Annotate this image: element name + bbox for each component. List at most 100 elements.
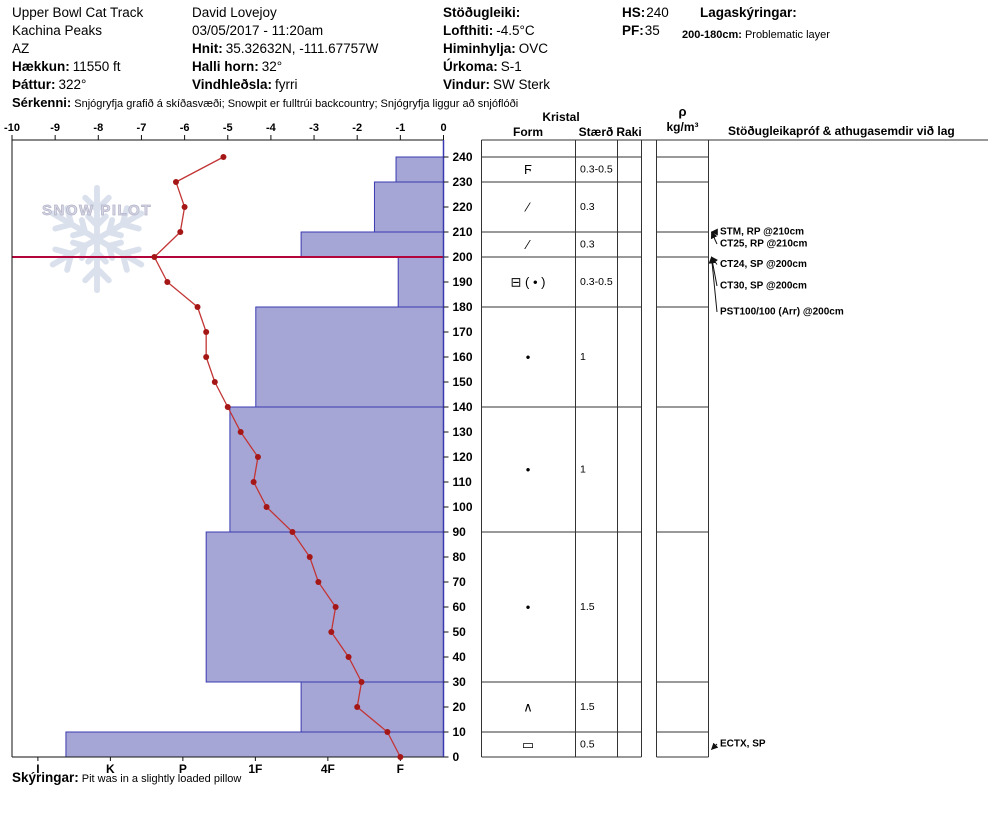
test-annotation: CT30, SP @200cm (720, 281, 807, 292)
weather-column: Stöðugleiki: Lofthiti: -4.5°C Himinhylja:… (443, 4, 550, 94)
tests-column-header: Stöðugleikapróf & athugasemdir við lag (728, 124, 955, 138)
depth-tick-label: 160 (453, 350, 473, 364)
depth-tick-label: 80 (453, 550, 467, 564)
special-text: Snjógryfja grafið á skíðasvæði; Snowpit … (74, 98, 519, 110)
coords-label: Hnit: (192, 41, 223, 56)
pf-row: PF:35 (622, 22, 669, 40)
temp-tick-label: -2 (352, 122, 362, 134)
depth-tick-label: 0 (453, 750, 460, 764)
depth-tick-label: 130 (453, 425, 473, 439)
special-label: Sérkenni: (12, 95, 72, 110)
layer-bar (229, 406, 444, 533)
pf-label: PF: (622, 23, 644, 38)
test-arrow (711, 742, 719, 750)
depth-tick-label: 150 (453, 375, 473, 389)
aspect-value: 322° (58, 77, 87, 92)
density-header-symbol: ρ (678, 104, 687, 119)
layer-note-range: 200-180cm: (682, 29, 742, 41)
snowflake-icon (38, 184, 156, 298)
layer-bar (373, 181, 444, 233)
temperature-point (172, 179, 179, 185)
depth-tick-label: 210 (453, 225, 473, 239)
temperature-point (211, 379, 218, 385)
depth-tick-label: 190 (453, 275, 473, 289)
air-temp-value: -4.5°C (496, 23, 535, 38)
crystal-size: 1.5 (580, 701, 595, 713)
temp-tick-label: 0 (440, 122, 446, 134)
depth-tick-label: 20 (453, 700, 467, 714)
aspect-label: Þáttur: (12, 77, 56, 92)
hardness-label: I (36, 762, 39, 776)
crystal-size: 0.3 (580, 239, 595, 251)
temp-tick-label: -3 (309, 122, 319, 134)
crystal-size: 1 (580, 351, 586, 363)
hs-value: 240 (646, 5, 669, 20)
crystal-form-rounds: • (526, 350, 531, 365)
temp-tick-label: -8 (93, 122, 103, 134)
temperature-point (177, 229, 184, 235)
observation-datetime: 03/05/2017 - 11:20am (192, 23, 324, 38)
hardness-label: K (106, 762, 115, 776)
state: AZ (12, 41, 30, 56)
pf-value: 35 (644, 23, 660, 38)
layer-bar (65, 731, 444, 758)
depth-tick-label: 170 (453, 325, 473, 339)
crystal-size: 1 (580, 464, 586, 476)
pit-name: Upper Bowl Cat Track (12, 5, 144, 20)
test-annotation: CT24, SP @200cm (720, 259, 807, 270)
temperature-point (220, 154, 227, 160)
layer-bar (205, 531, 444, 683)
totals-column: HS:240 PF:35 (622, 4, 669, 40)
crystal-group-header: Kristal (542, 110, 580, 124)
crystal-form-facet-round-mix: ⊟ ( • ) (511, 275, 546, 290)
size-column-header: Stærð (578, 125, 614, 139)
temperature-point (354, 704, 361, 710)
crystal-form-depth-hoar: ∧ (523, 700, 533, 715)
temperature-point (164, 279, 171, 285)
watermark-text: SNOW PILOT (42, 202, 152, 220)
elevation-row: Hækkun: 11550 ft (12, 58, 143, 76)
depth-tick-label: 10 (453, 725, 467, 739)
depth-tick-label: 50 (453, 625, 467, 639)
layer-notes-label: Lagaskýringar: (700, 5, 797, 20)
precip-label: Úrkoma: (443, 59, 498, 74)
aspect-row: Þáttur: 322° (12, 76, 143, 94)
depth-tick-label: 40 (453, 650, 467, 664)
depth-tick-label: 230 (453, 175, 473, 189)
site-info-column: Upper Bowl Cat Track Kachina Peaks AZ Hæ… (12, 4, 143, 94)
temperature-point (345, 654, 352, 660)
hs-row: HS:240 (622, 4, 669, 22)
comments-text: Pit was in a slightly loaded pillow (81, 773, 242, 785)
comments-label: Skýringar: (12, 770, 79, 785)
layer-bar (255, 306, 444, 408)
slope-value: 32° (261, 59, 283, 74)
temperature-point (254, 454, 261, 460)
wind-loading-row: Vindhleðsla: fyrri (192, 76, 378, 94)
crystal-form-new-snow: Ϝ (524, 162, 532, 177)
precip-value: S-1 (500, 59, 522, 74)
test-annotation: ECTX, SP (720, 739, 766, 750)
layer-bar (397, 256, 445, 308)
hardness-label: 1F (248, 762, 262, 776)
mountain-range: Kachina Peaks (12, 23, 103, 38)
wind-label: Vindur: (443, 77, 490, 92)
sky-row: Himinhylja: OVC (443, 40, 550, 58)
depth-tick-label: 100 (453, 500, 473, 514)
form-column-header: Form (513, 125, 543, 139)
density-header-units: kg/m³ (666, 120, 699, 134)
depth-tick-label: 70 (453, 575, 467, 589)
temperature-point (181, 204, 188, 210)
temperature-point (315, 579, 322, 585)
hardness-label: 4F (321, 762, 335, 776)
hardness-label: F (397, 762, 404, 776)
depth-tick-label: 140 (453, 400, 473, 414)
depth-tick-label: 200 (453, 250, 473, 264)
test-annotation: CT25, RP @210cm (720, 239, 807, 250)
test-arrow (710, 231, 718, 245)
crystal-form-rounds: • (526, 600, 531, 615)
temp-tick-label: -6 (180, 122, 190, 134)
elevation-value: 11550 ft (72, 59, 121, 74)
temperature-point (332, 604, 339, 610)
sky-value: OVC (518, 41, 549, 56)
